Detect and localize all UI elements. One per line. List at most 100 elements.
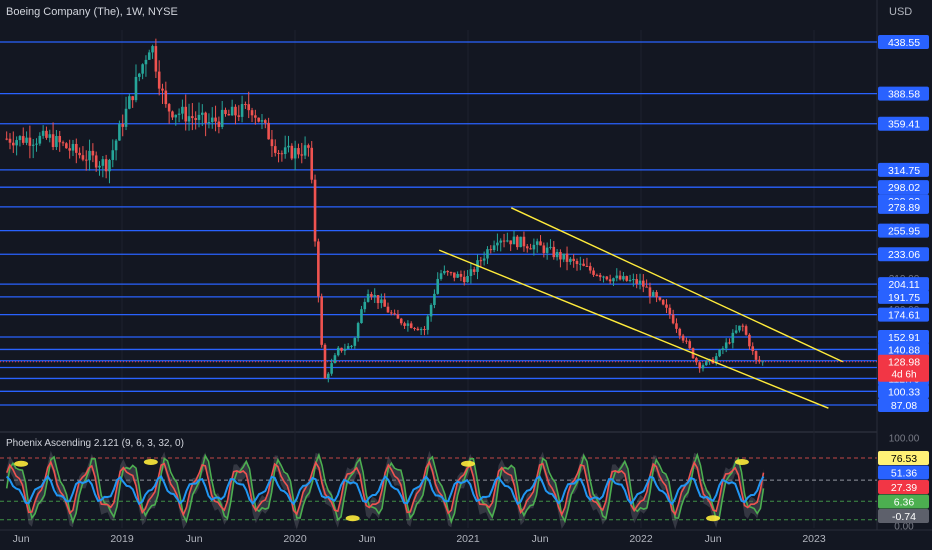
candle-body (277, 152, 280, 154)
candle (366, 289, 370, 303)
candle (336, 346, 340, 357)
candle (184, 94, 188, 131)
candle (658, 296, 662, 302)
candle-body (486, 249, 489, 259)
candle (472, 266, 476, 276)
candle (174, 114, 178, 126)
candle (555, 249, 559, 261)
candle-body (18, 136, 22, 141)
candle (552, 241, 556, 260)
candle-body (55, 136, 58, 148)
candle (688, 339, 692, 350)
candle-body (124, 108, 128, 127)
candle (675, 318, 678, 333)
candle (429, 303, 433, 322)
candle (748, 333, 751, 350)
candle (545, 242, 549, 260)
oscillator-axis-tick-label: 0.00 (894, 521, 914, 532)
level-label-bg (878, 162, 929, 177)
candle-body (469, 269, 473, 277)
level-label: 152.91 (888, 332, 920, 344)
candle (310, 141, 314, 184)
candle-body (638, 280, 642, 284)
chart-title: Boeing Company (The), 1W, NYSE (6, 6, 178, 18)
candle (628, 274, 632, 283)
candle-body (84, 159, 88, 161)
oscillator-line-green (5, 452, 765, 525)
candle (565, 246, 569, 271)
candle (588, 262, 592, 274)
candle-body (615, 275, 619, 279)
candle (320, 293, 323, 348)
candle-body (340, 347, 343, 351)
candle (18, 135, 22, 147)
candle-body (197, 114, 201, 120)
candle (499, 238, 503, 252)
candle-body (519, 236, 522, 248)
oscillator-value-label: 51.36 (891, 468, 917, 480)
candle (108, 158, 111, 184)
candle (462, 270, 466, 286)
level-label: 174.61 (888, 310, 920, 322)
candle-body (353, 338, 357, 346)
candle (655, 290, 658, 303)
candle-body (333, 355, 337, 364)
candle (466, 270, 469, 283)
candle-body (147, 52, 151, 60)
level-label-bg (878, 116, 929, 131)
candle (705, 359, 708, 366)
candle-body (376, 295, 380, 304)
candle (635, 274, 638, 289)
candle-body (174, 114, 178, 118)
candle (399, 317, 403, 326)
candle (297, 143, 300, 159)
candle (138, 72, 141, 82)
candle (383, 293, 386, 307)
candle (224, 107, 227, 117)
candle-body (579, 263, 582, 265)
candle-body (307, 145, 310, 148)
candle (58, 130, 62, 152)
level-label: 278.89 (888, 202, 920, 214)
candle (612, 277, 615, 286)
candle-body (671, 314, 675, 324)
candle-body (260, 120, 264, 122)
candle-body (472, 269, 476, 272)
candle-body (661, 299, 665, 305)
candle-body (595, 274, 599, 276)
candle-body (370, 294, 373, 297)
candle (356, 321, 360, 342)
candle-body (565, 253, 569, 262)
candle (598, 272, 602, 281)
candle-body (380, 299, 383, 304)
candle-body (426, 316, 430, 330)
candle (393, 309, 396, 316)
x-tick-label: 2020 (283, 533, 307, 545)
candle-body (618, 275, 622, 280)
candle-body (549, 246, 552, 248)
oscillator-axis-tick-label: 100.00 (889, 433, 920, 444)
candle-body (214, 117, 217, 122)
candle-body (366, 294, 370, 302)
candle-body (383, 299, 386, 307)
candle-body (240, 104, 244, 117)
candle (71, 139, 75, 157)
candle-body (423, 329, 426, 331)
candle (111, 139, 115, 168)
candle-body (459, 273, 463, 277)
candle-body (310, 147, 314, 180)
candle-body (552, 246, 556, 258)
candle (257, 117, 260, 123)
candle (91, 143, 95, 163)
candle-body (224, 109, 227, 115)
candle-body (25, 137, 28, 143)
oscillator-title: Phoenix Ascending 2.121 (9, 6, 3, 32, 0) (6, 438, 184, 449)
candle (217, 116, 221, 134)
candle-body (681, 335, 685, 341)
oscillator-extreme-marker (706, 515, 721, 522)
candle-body (588, 266, 592, 271)
candle (665, 299, 668, 314)
candle-body (293, 148, 297, 159)
candle (55, 130, 58, 151)
